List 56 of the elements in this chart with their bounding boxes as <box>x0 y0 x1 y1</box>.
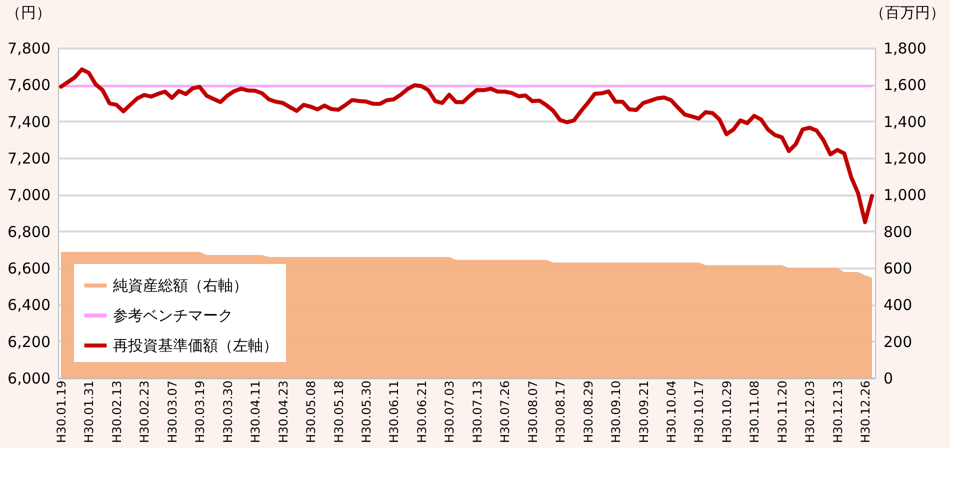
x-tick-label: H30.01.19 <box>54 380 68 443</box>
x-tick-label: H30.07.03 <box>442 380 457 443</box>
x-tick-label: H30.11.20 <box>775 380 790 443</box>
y-axis-title: （円） <box>6 4 51 22</box>
y2-tick-label: 600 <box>884 260 912 278</box>
x-tick-label: H30.01.31 <box>82 380 96 443</box>
x-tick-label: H30.10.29 <box>720 380 734 443</box>
y2-tick-label: 0 <box>884 370 894 388</box>
x-tick-label: H30.08.29 <box>581 380 596 443</box>
x-tick-label: H30.07.26 <box>498 380 512 443</box>
x-tick-label: H30.10.17 <box>692 380 706 443</box>
y2-tick-label: 400 <box>884 296 912 314</box>
y-tick-label: 7,200 <box>8 150 50 168</box>
y2-axis-title: （百万円） <box>870 4 945 22</box>
y2-tick-label: 200 <box>884 332 912 351</box>
y2-tick-label: 1,200 <box>884 150 926 168</box>
x-tick-label: H30.04.11 <box>248 380 263 443</box>
x-tick-label: H30.05.30 <box>359 380 374 443</box>
y-tick-label: 7,400 <box>8 112 50 131</box>
y2-tick-label: 1,000 <box>884 186 926 204</box>
x-tick-label: H30.05.08 <box>304 380 318 443</box>
y-tick-label: 6,000 <box>8 370 50 388</box>
x-tick-label: H30.04.23 <box>276 380 290 443</box>
y-tick-label: 6,200 <box>8 332 50 351</box>
x-tick-label: H30.12.26 <box>858 380 873 443</box>
y2-tick-label: 1,600 <box>884 76 926 94</box>
x-tick-label: H30.08.17 <box>554 380 568 443</box>
x-tick-label: H30.05.18 <box>332 380 346 443</box>
y2-tick-label: 1,800 <box>884 40 926 58</box>
x-tick-label: H30.03.07 <box>165 380 180 443</box>
x-tick-label: H30.03.30 <box>220 380 235 443</box>
y2-tick-label: 1,400 <box>884 112 926 131</box>
x-tick-label: H30.07.13 <box>470 380 484 443</box>
line-series <box>59 67 874 224</box>
y2-tick-label: 800 <box>884 222 912 241</box>
x-tick-label: H30.12.13 <box>830 380 845 443</box>
x-tick-label: H30.08.07 <box>526 380 540 443</box>
legend-label: 再投資基準価額（左軸） <box>113 336 278 354</box>
x-tick-label: H30.11.08 <box>748 380 762 443</box>
x-tick-label: H30.09.10 <box>609 380 624 443</box>
x-tick-label: H30.12.03 <box>803 380 818 443</box>
x-tick-label: H30.06.21 <box>414 380 429 443</box>
x-tick-label: H30.02.13 <box>110 380 124 443</box>
y-tick-label: 7,800 <box>8 40 50 58</box>
y-tick-label: 7,600 <box>8 76 50 94</box>
x-tick-label: H30.06.11 <box>387 380 402 443</box>
x-tick-label: H30.03.19 <box>193 380 208 443</box>
legend-label: 純資産総額（右軸） <box>113 276 248 294</box>
y-tick-label: 7,000 <box>8 186 50 204</box>
x-tick-label: H30.09.21 <box>636 380 651 443</box>
x-tick-label: H30.02.23 <box>138 380 152 443</box>
x-tick-label: H30.10.04 <box>664 380 678 443</box>
y-tick-label: 6,600 <box>8 260 50 278</box>
y-tick-label: 6,800 <box>8 222 50 241</box>
y-tick-label: 6,400 <box>8 296 50 314</box>
legend-label: 参考ベンチマーク <box>113 306 233 324</box>
